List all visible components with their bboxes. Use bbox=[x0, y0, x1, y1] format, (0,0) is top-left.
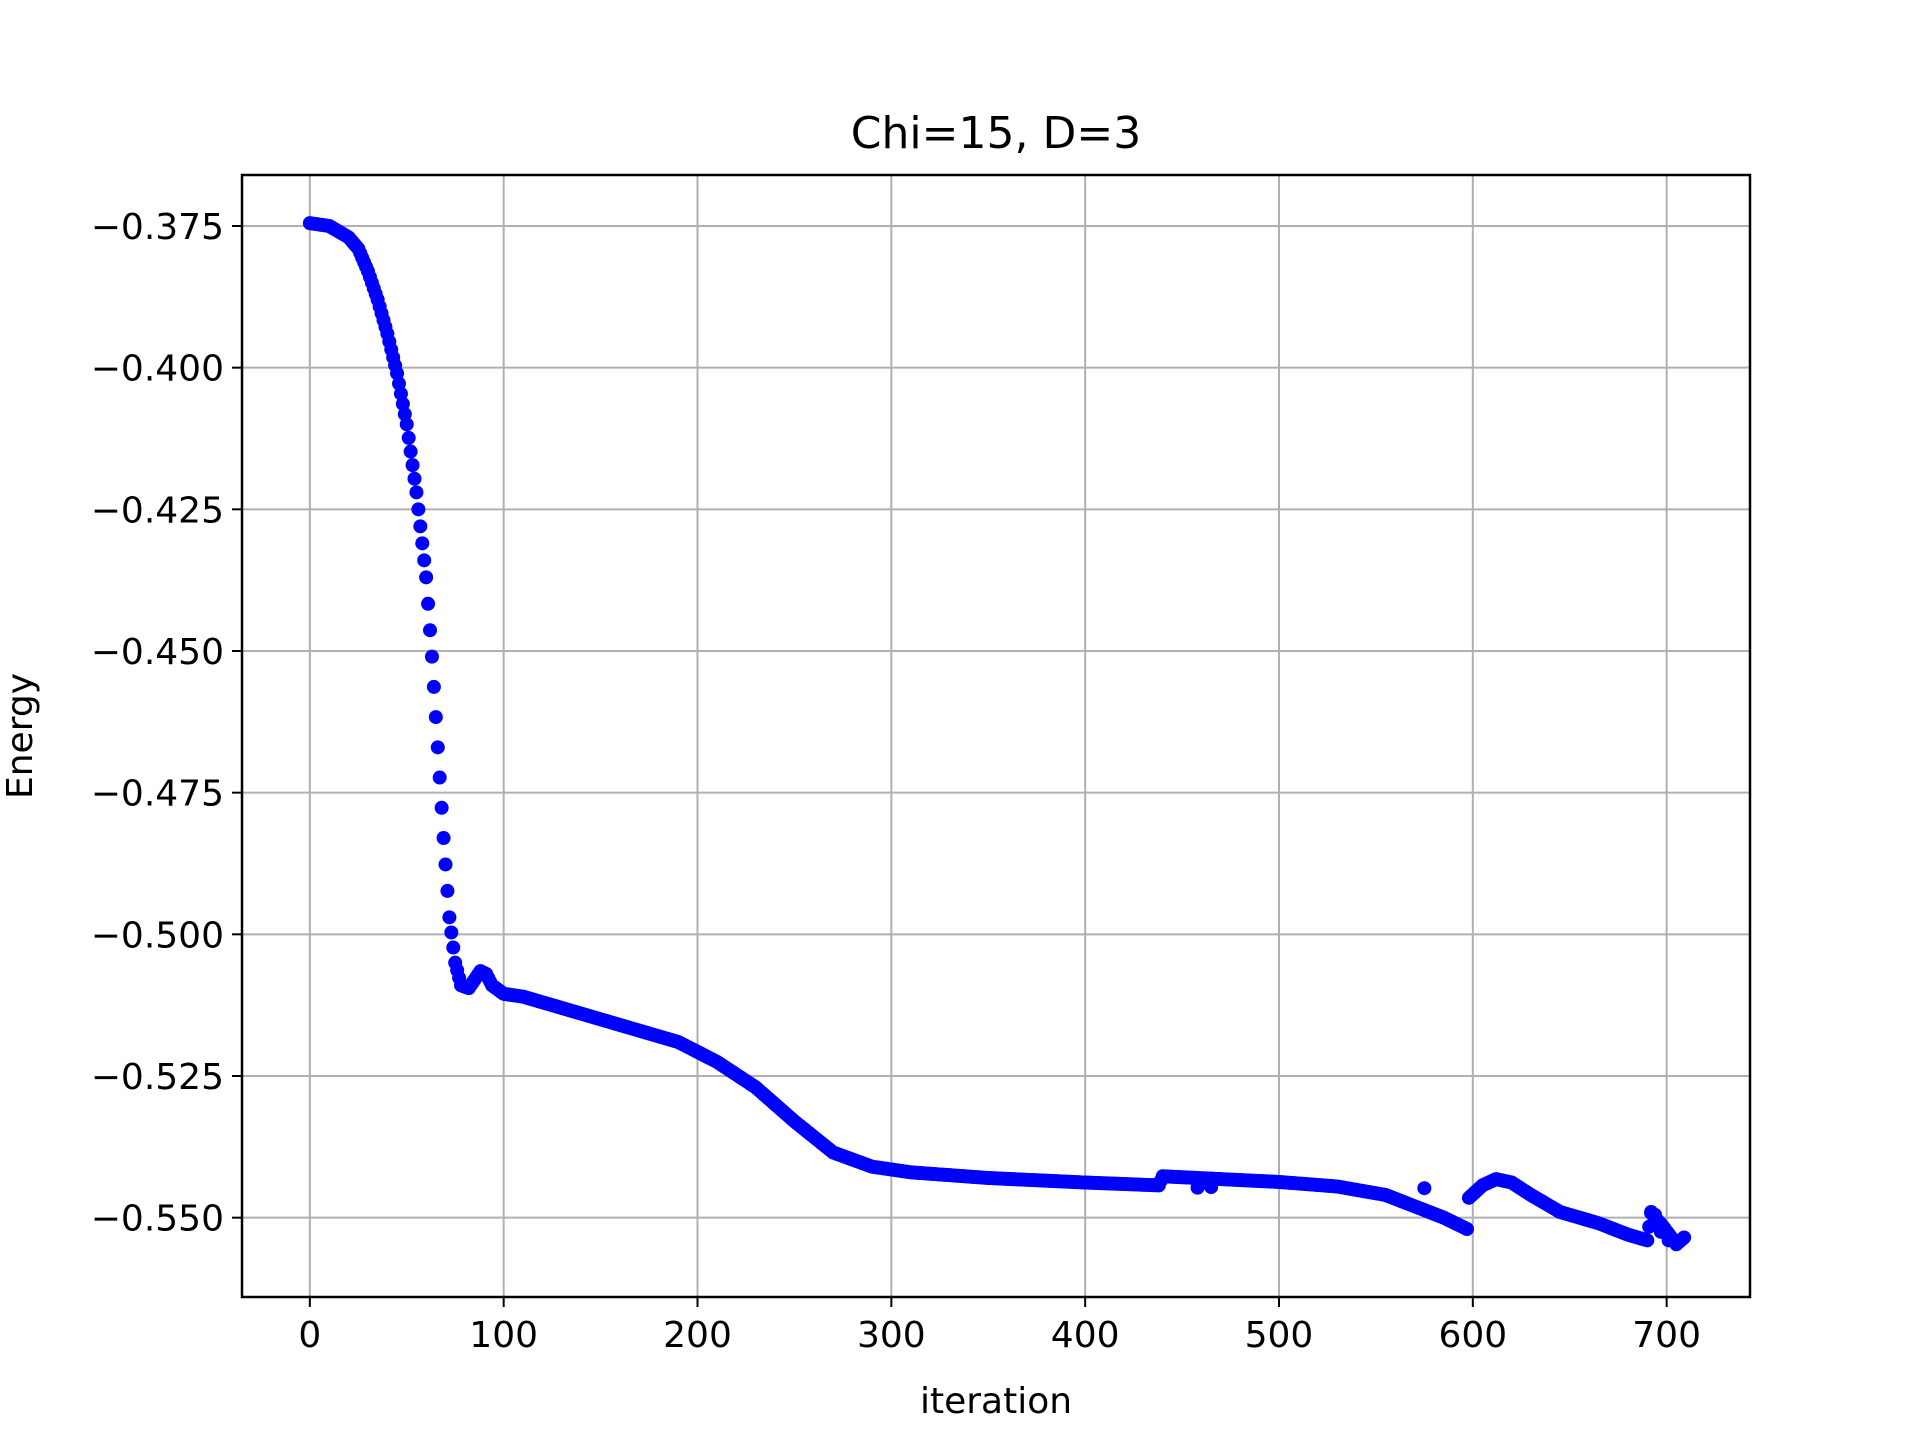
data-point bbox=[399, 417, 414, 432]
x-tick-label: 300 bbox=[857, 1315, 926, 1356]
data-point bbox=[1648, 1207, 1663, 1222]
data-point bbox=[403, 444, 418, 459]
x-axis-label: iteration bbox=[920, 1381, 1072, 1422]
data-point bbox=[1190, 1180, 1205, 1195]
data-point bbox=[1417, 1181, 1432, 1196]
data-point bbox=[1460, 1222, 1475, 1236]
data-points-layer bbox=[302, 216, 1692, 1252]
data-point bbox=[1653, 1224, 1668, 1239]
data-point bbox=[415, 536, 430, 551]
grid-layer bbox=[242, 175, 1750, 1297]
data-point bbox=[436, 831, 451, 845]
x-tick-label: 700 bbox=[1632, 1315, 1701, 1356]
data-point bbox=[1204, 1180, 1219, 1195]
data-point bbox=[424, 649, 439, 664]
data-point bbox=[419, 570, 434, 585]
data-point bbox=[444, 925, 459, 940]
data-point bbox=[434, 800, 449, 815]
y-tick-label: −0.550 bbox=[91, 1199, 224, 1240]
x-tick-label: 200 bbox=[663, 1315, 732, 1356]
data-point bbox=[426, 679, 441, 694]
data-point bbox=[417, 553, 432, 568]
x-tick-label: 600 bbox=[1438, 1315, 1507, 1356]
data-point bbox=[432, 770, 447, 785]
x-tick-label: 100 bbox=[469, 1315, 538, 1356]
data-point bbox=[428, 710, 443, 725]
x-tick-label: 0 bbox=[298, 1315, 321, 1356]
data-point bbox=[411, 502, 426, 517]
data-point bbox=[430, 740, 445, 755]
data-point bbox=[438, 857, 453, 872]
data-point bbox=[423, 623, 438, 638]
y-axis-label: Energy bbox=[0, 673, 41, 799]
data-point bbox=[407, 471, 422, 486]
data-point bbox=[405, 458, 420, 473]
data-point bbox=[1634, 1231, 1649, 1246]
data-point bbox=[1677, 1230, 1692, 1245]
y-tick-label: −0.400 bbox=[91, 349, 224, 390]
data-point bbox=[401, 430, 416, 445]
ticks-layer: 0 100 200 300 400 500 600 700 −0.375 −0.400 −0.425… bbox=[91, 207, 1701, 1356]
data-point bbox=[440, 883, 455, 898]
plot-frame bbox=[240, 173, 1752, 1299]
y-tick-label: −0.500 bbox=[91, 915, 224, 956]
y-tick-label: −0.375 bbox=[91, 207, 224, 248]
data-point bbox=[409, 485, 424, 500]
y-tick-label: −0.475 bbox=[91, 774, 224, 815]
chart-title: Chi=15, D=3 bbox=[851, 108, 1141, 159]
data-point bbox=[413, 519, 428, 534]
y-tick-label: −0.525 bbox=[91, 1057, 224, 1098]
data-point bbox=[421, 596, 436, 611]
data-point bbox=[442, 910, 457, 925]
y-tick-label: −0.425 bbox=[91, 490, 224, 531]
y-tick-label: −0.450 bbox=[91, 632, 224, 673]
x-tick-label: 400 bbox=[1051, 1315, 1120, 1356]
data-point bbox=[446, 940, 461, 955]
x-tick-label: 500 bbox=[1245, 1315, 1314, 1356]
